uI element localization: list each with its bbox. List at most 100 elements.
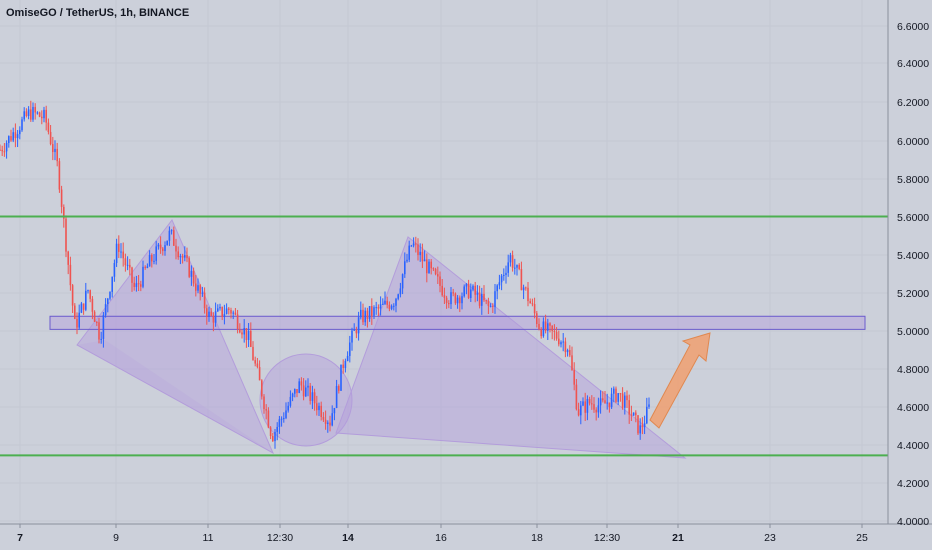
candle-body xyxy=(25,111,28,116)
candle-body xyxy=(426,259,428,274)
candle-body xyxy=(344,360,347,369)
candle-body xyxy=(485,300,487,302)
candle-body xyxy=(553,330,556,332)
candle-body xyxy=(595,409,597,413)
candle-body xyxy=(514,267,516,269)
candle-body xyxy=(397,294,399,299)
candle-body xyxy=(536,313,538,324)
right-shoulder-triangle xyxy=(335,236,687,459)
candle-body xyxy=(544,321,547,331)
candle-body xyxy=(91,298,94,312)
candle-body xyxy=(384,300,386,304)
candle-body xyxy=(575,384,578,410)
candle-body xyxy=(96,321,98,323)
x-tick-label: 21 xyxy=(672,532,684,544)
candle-body xyxy=(159,244,162,249)
candle-body xyxy=(456,297,459,304)
candle-body xyxy=(47,122,50,132)
candle-body xyxy=(133,282,135,287)
candle-body xyxy=(443,295,446,298)
candle-body xyxy=(342,364,344,369)
candle-body xyxy=(43,109,45,119)
candle-body xyxy=(274,431,276,442)
candle-body xyxy=(602,398,604,401)
candle-body xyxy=(388,304,391,309)
candle-body xyxy=(85,290,87,310)
candle-body xyxy=(338,386,340,391)
candle-body xyxy=(463,286,465,297)
candle-body xyxy=(434,269,437,275)
candle-body xyxy=(63,206,65,219)
candle-body xyxy=(333,408,336,414)
candle-body xyxy=(38,112,41,117)
candle-body xyxy=(558,338,560,345)
candle-body xyxy=(173,230,175,246)
candle-body xyxy=(298,381,300,393)
candle-body xyxy=(368,306,371,319)
resistance-zone xyxy=(49,315,866,330)
candle-body xyxy=(610,393,613,408)
candle-body xyxy=(177,251,179,258)
candle-body xyxy=(604,400,606,404)
candle-body xyxy=(395,298,397,306)
candle-body xyxy=(441,285,443,296)
candle-body xyxy=(254,360,256,364)
candle-body xyxy=(305,387,307,397)
candle-body xyxy=(377,307,380,309)
candle-body xyxy=(646,406,648,424)
candle-body xyxy=(428,261,430,274)
candle-body xyxy=(206,308,208,317)
y-tick-label: 6.6000 xyxy=(897,21,929,33)
candle-body xyxy=(179,256,182,258)
candle-body xyxy=(335,386,338,409)
candle-body xyxy=(175,245,177,252)
candle-body xyxy=(412,243,415,246)
candle-body xyxy=(648,404,650,407)
candle-body xyxy=(613,388,615,394)
candle-body xyxy=(228,308,230,310)
candle-body xyxy=(12,132,14,141)
candle-body xyxy=(45,109,47,123)
candle-body xyxy=(419,251,421,256)
candle-body xyxy=(461,296,463,304)
candle-body xyxy=(476,292,479,295)
candle-body xyxy=(582,401,584,406)
candle-body xyxy=(518,264,520,270)
candle-body xyxy=(474,285,476,295)
candle-body xyxy=(146,266,149,269)
candle-body xyxy=(155,246,157,261)
candle-body xyxy=(340,364,342,391)
y-tick-label: 4.8000 xyxy=(897,364,929,376)
x-tick-label: 18 xyxy=(531,532,543,544)
candle-body xyxy=(261,380,263,397)
x-tick-label: 12:30 xyxy=(594,532,620,544)
price-scale-background xyxy=(888,0,932,550)
candle-body xyxy=(210,311,212,316)
candle-body xyxy=(324,419,327,424)
y-tick-label: 5.8000 xyxy=(897,174,929,186)
candle-body xyxy=(19,130,21,135)
y-tick-label: 5.2000 xyxy=(897,288,929,300)
candle-body xyxy=(76,318,78,328)
candle-body xyxy=(195,283,197,291)
candle-body xyxy=(60,189,63,207)
candle-body xyxy=(509,255,512,263)
candle-body xyxy=(291,393,294,397)
candle-body xyxy=(379,304,382,309)
candle-body xyxy=(69,264,72,286)
candle-body xyxy=(448,303,450,305)
candle-body xyxy=(626,395,628,401)
candle-body xyxy=(267,410,270,428)
candle-body xyxy=(313,392,316,404)
candle-body xyxy=(197,285,199,291)
candle-body xyxy=(300,381,303,386)
candle-body xyxy=(452,292,454,294)
candle-body xyxy=(624,395,626,408)
chart-title: OmiseGO / TetherUS, 1h, BINANCE xyxy=(6,7,190,19)
x-tick-label: 9 xyxy=(113,532,119,544)
candle-body xyxy=(357,317,360,334)
candle-body xyxy=(481,293,483,306)
candle-body xyxy=(0,149,1,151)
